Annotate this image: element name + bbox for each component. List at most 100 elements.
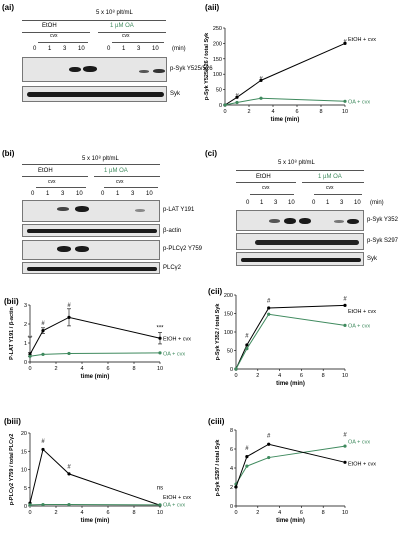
lane-time-label: 0: [33, 46, 37, 52]
data-point: [343, 444, 347, 448]
lane-time-label: 3: [63, 46, 67, 52]
group-label-oa: 1 µM OA: [110, 23, 134, 29]
significance-mark: #: [259, 76, 263, 82]
x-tick-label: 4: [278, 510, 281, 516]
y-tick-label: 0: [24, 504, 27, 510]
significance-mark: #: [343, 297, 347, 303]
data-point: [41, 502, 45, 507]
data-point: [245, 464, 249, 468]
significance-mark: #: [343, 433, 347, 439]
x-tick-label: 0: [234, 510, 237, 516]
significance-mark: #: [235, 93, 239, 99]
blot-label: p-LAT Y191: [163, 207, 195, 213]
significance-mark: #: [41, 321, 45, 327]
x-tick-label: 8: [319, 109, 322, 115]
data-point: [245, 455, 249, 459]
chart-bii: (bii) 0 2 4 6 8 10 0 1 2 3 time (min) P-LAT Y191 / β…: [4, 297, 191, 380]
data-point: [67, 315, 71, 319]
data-point: [41, 447, 45, 452]
series-label: EtOH + cvx: [163, 495, 191, 501]
lane-time-label: 1: [116, 191, 120, 197]
data-point: [234, 485, 238, 489]
blot-p-syk-y525: [22, 57, 167, 82]
y-tick-label: 250: [213, 26, 222, 32]
group-label-oa: 1 µM OA: [104, 168, 128, 174]
group-label-etoh: EtOH: [256, 174, 271, 180]
series-label: EtOH + cvx: [163, 336, 191, 342]
x-axis-label: time (min): [276, 518, 305, 524]
x-tick-label: 10: [342, 373, 348, 379]
y-axis-label: P-LAT Y191 / β-actin: [9, 307, 15, 360]
y-tick-label: 0: [230, 504, 233, 510]
x-tick-label: 8: [132, 366, 135, 372]
blot-p-syk-y352: [236, 210, 364, 231]
group-label-etoh: EtOH: [42, 23, 57, 29]
series-line: [235, 313, 346, 370]
data-point: [158, 336, 162, 340]
concentration-label: 5 x 10⁸ plt/mL: [82, 156, 119, 162]
panel-label: (ai): [2, 3, 14, 12]
x-tick-label: 6: [106, 366, 109, 372]
treatment-label: cvx: [262, 185, 270, 191]
series-line: [224, 42, 346, 106]
data-point: [67, 502, 71, 507]
y-tick-label: 100: [213, 72, 222, 78]
lane-time-label: 0: [101, 191, 105, 197]
blot-label: PLCγ2: [163, 265, 182, 271]
lane-time-label: 10: [288, 200, 295, 206]
blot-syk: [236, 252, 364, 266]
time-unit-label: (min): [370, 200, 384, 206]
blot-syk: [22, 86, 167, 102]
series-line: [29, 316, 161, 355]
y-tick-label: 50: [227, 349, 233, 355]
x-tick-label: 6: [106, 510, 109, 516]
panel-label: (bi): [2, 149, 15, 158]
significance-mark: #: [343, 39, 347, 45]
series-line: [235, 445, 346, 485]
blot-label: Syk: [170, 91, 181, 97]
series-label: EtOH + cvx: [348, 309, 376, 315]
data-point: [234, 367, 238, 371]
x-tick-label: 4: [271, 109, 274, 115]
blot-label: p-PLCγ2 Y759: [163, 246, 203, 252]
y-axis-label: p-Syk S297 / total Syk: [215, 439, 221, 497]
data-point: [245, 347, 249, 351]
blot-label: p-Syk Y525/526: [170, 66, 213, 72]
y-tick-label: 200: [224, 293, 233, 299]
y-tick-label: 3: [24, 303, 27, 309]
data-point: [67, 351, 71, 356]
x-tick-label: 4: [278, 373, 281, 379]
y-tick-label: 1: [24, 341, 27, 347]
significance-mark: #: [245, 334, 249, 340]
x-axis-label: time (min): [81, 518, 110, 524]
data-point: [267, 442, 271, 446]
blot-label: Syk: [367, 256, 378, 262]
treatment-label: cvx: [50, 33, 58, 39]
x-tick-label: 0: [28, 510, 31, 516]
x-axis-label: time (min): [276, 381, 305, 387]
data-point: [28, 503, 32, 507]
y-tick-label: 50: [216, 88, 222, 94]
blot-label: β-actin: [163, 228, 182, 234]
data-point: [245, 343, 249, 347]
x-tick-label: 6: [300, 373, 303, 379]
lane-time-label: 10: [78, 46, 85, 52]
y-axis-label: p-Syk Y525/526 / total Syk: [204, 32, 210, 100]
x-tick-label: 2: [256, 510, 259, 516]
x-tick-label: 10: [157, 510, 163, 516]
lane-time-label: 10: [152, 46, 159, 52]
x-tick-label: 0: [28, 366, 31, 372]
data-point: [267, 455, 271, 460]
data-point: [67, 472, 71, 476]
series-label: OA + cvx: [348, 323, 370, 329]
y-tick-label: 6: [230, 447, 233, 453]
series-line: [224, 97, 346, 106]
significance-mark: #: [267, 298, 271, 304]
y-tick-label: 10: [21, 468, 27, 474]
concentration-label: 5 x 10⁸ plt/mL: [278, 160, 315, 166]
lane-time-label: 1: [326, 200, 330, 206]
group-label-etoh: EtOH: [38, 168, 53, 174]
y-tick-label: 4: [230, 466, 233, 472]
panel-label: (ciii): [208, 417, 225, 426]
significance-mark: #: [41, 439, 45, 445]
